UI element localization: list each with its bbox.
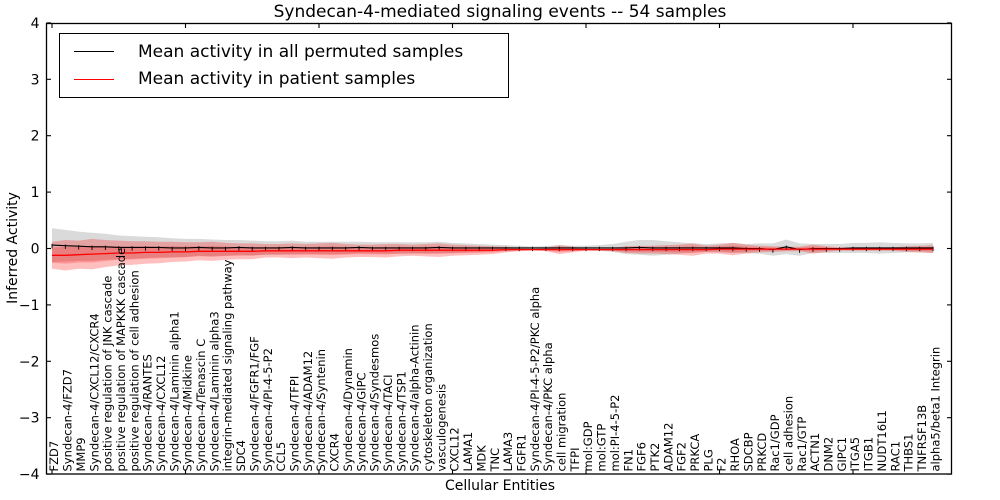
x-tick-label: ADAM12	[661, 423, 675, 472]
x-tick-label: Syndecan-4/CXCL12	[154, 356, 168, 472]
x-tick-label: Syndecan-4/PKC alpha	[541, 342, 555, 471]
x-tick-label: CCL5	[274, 442, 288, 472]
x-tick-label: Syndecan-4/GIPC	[354, 372, 368, 471]
x-tick-label: MDK	[474, 445, 488, 472]
x-tick-label: FN1	[621, 449, 635, 472]
x-tick-label: TNC	[488, 448, 502, 473]
x-tick-label: RAC1	[888, 441, 902, 472]
x-tick-label: Rac1/GTP	[795, 417, 809, 472]
x-tick-label: positive regulation of MAPKKK cascade	[114, 248, 128, 472]
y-tick-label: −2	[19, 354, 40, 370]
x-tick-label: LAMA1	[461, 432, 475, 472]
x-tick-label: CXCR4	[328, 433, 342, 471]
legend-line-patient-swatch	[74, 78, 114, 80]
x-tick-label: Syndecan-4/RANTES	[141, 354, 155, 471]
x-tick-label: Rac1/GDP	[768, 414, 782, 471]
y-tick-label: 3	[31, 72, 40, 88]
x-tick-label: CXCL12	[448, 427, 462, 471]
x-axis-label: Cellular Entities	[444, 478, 556, 494]
x-tick-label: LAMA3	[501, 432, 515, 472]
x-tick-label: Syndecan-4/TSP1	[394, 371, 408, 471]
x-tick-label: SDCBP	[741, 432, 755, 471]
x-tick-label: positive regulation of JNK cascade	[101, 276, 115, 472]
permuted-std-band	[52, 228, 934, 262]
x-tick-label: Syndecan-4/alpha-Actinin	[408, 324, 422, 471]
y-tick-label: 1	[31, 185, 40, 201]
x-tick-label: FGFR1	[515, 434, 529, 471]
x-tick-label: Syndecan-4/TACI	[381, 375, 395, 472]
x-tick-label: Syndecan-4/CXCL12/CXCR4	[87, 313, 101, 471]
x-tick-label: Syndecan-4/FZD7	[61, 369, 75, 471]
legend-line-permuted-swatch	[74, 51, 114, 53]
legend-label-patient: Mean activity in patient samples	[138, 69, 416, 90]
x-tick-label: Syndecan-4/ADAM12	[301, 351, 315, 472]
x-tick-label: THBS1	[902, 434, 916, 473]
y-tick-label: −1	[19, 298, 40, 314]
x-tick-label: mol:GDP	[581, 421, 595, 471]
x-tick-label: cell migration	[555, 393, 569, 472]
legend-entry-permuted: Mean activity in all permuted samples	[74, 42, 508, 62]
x-tick-label: Syndecan-4/Tenascin C	[194, 339, 208, 472]
x-tick-label: PRKCA	[688, 434, 702, 472]
y-tick-label: −4	[19, 467, 40, 483]
x-tick-label: cytoskeleton organization	[421, 323, 435, 471]
patient-mean-line	[52, 248, 934, 256]
patient-std-band	[52, 238, 934, 271]
x-tick-label: PRKCD	[755, 433, 769, 472]
x-tick-label: FGF6	[635, 442, 649, 471]
x-tick-label: Syndecan-4/Laminin alpha3	[207, 311, 221, 471]
legend: Mean activity in all permuted samples Me…	[59, 33, 509, 98]
x-tick-label: Syndecan-4/Syntenin	[314, 349, 328, 472]
x-tick-label: Syndecan-4/PI-4-5-P2	[261, 348, 275, 471]
x-tick-label: GIPC1	[835, 437, 849, 472]
legend-label-permuted: Mean activity in all permuted samples	[138, 41, 464, 62]
x-tick-label: FGF2	[675, 442, 689, 471]
x-tick-label: DNM2	[822, 437, 836, 472]
x-tick-label: Syndecan-4/FGFR1/FGF	[247, 336, 261, 471]
y-tick-label: −3	[19, 411, 40, 427]
x-tick-label: integrin-mediated signaling pathway	[221, 259, 235, 471]
x-tick-label: F2	[715, 458, 729, 472]
x-tick-label: positive regulation of cell adhesion	[127, 270, 141, 471]
chart-title: Syndecan-4-mediated signaling events -- …	[273, 2, 727, 22]
x-tick-label: Syndecan-4/Laminin alpha1	[167, 311, 181, 471]
x-tick-label: Syndecan-4/PI-4-5-P2/PKC alpha	[528, 287, 542, 472]
y-tick-label: 0	[31, 242, 40, 258]
y-axis-label: Inferred Activity	[5, 192, 21, 304]
x-tick-label: cell adhesion	[782, 396, 796, 472]
x-tick-label: ITGB1	[862, 437, 876, 472]
legend-entry-patient: Mean activity in patient samples	[74, 69, 508, 89]
x-tick-label: ITGA5	[848, 437, 862, 472]
x-tick-label: FZD7	[47, 441, 61, 472]
y-tick-label: 4	[31, 16, 40, 32]
x-tick-label: RHOA	[728, 438, 742, 471]
x-tick-label: alpha5/beta1 Integrin	[928, 347, 942, 472]
x-tick-label: vasculogenesis	[434, 384, 448, 472]
x-tick-label: mol:PI-4-5-P2	[608, 395, 622, 472]
x-tick-label: SDC4	[234, 440, 248, 472]
x-tick-label: mol:GTP	[595, 424, 609, 472]
x-tick-label: Syndecan-4/TFPI	[288, 376, 302, 472]
x-tick-label: PLG	[701, 449, 715, 471]
x-tick-label: PTK2	[648, 443, 662, 472]
x-tick-label: NUDT16L1	[875, 410, 889, 471]
x-tick-label: TNFRSF13B	[915, 405, 929, 473]
x-tick-label: Syndecan-4/Midkine	[181, 355, 195, 471]
x-tick-label: Syndecan-4/Syndesmos	[368, 334, 382, 472]
x-tick-label: Syndecan-4/Dynamin	[341, 348, 355, 471]
x-tick-label: ACTN1	[808, 433, 822, 472]
y-tick-label: 2	[31, 129, 40, 145]
x-tick-label: MMP9	[74, 437, 88, 471]
x-tick-label: TFPI	[568, 448, 582, 473]
